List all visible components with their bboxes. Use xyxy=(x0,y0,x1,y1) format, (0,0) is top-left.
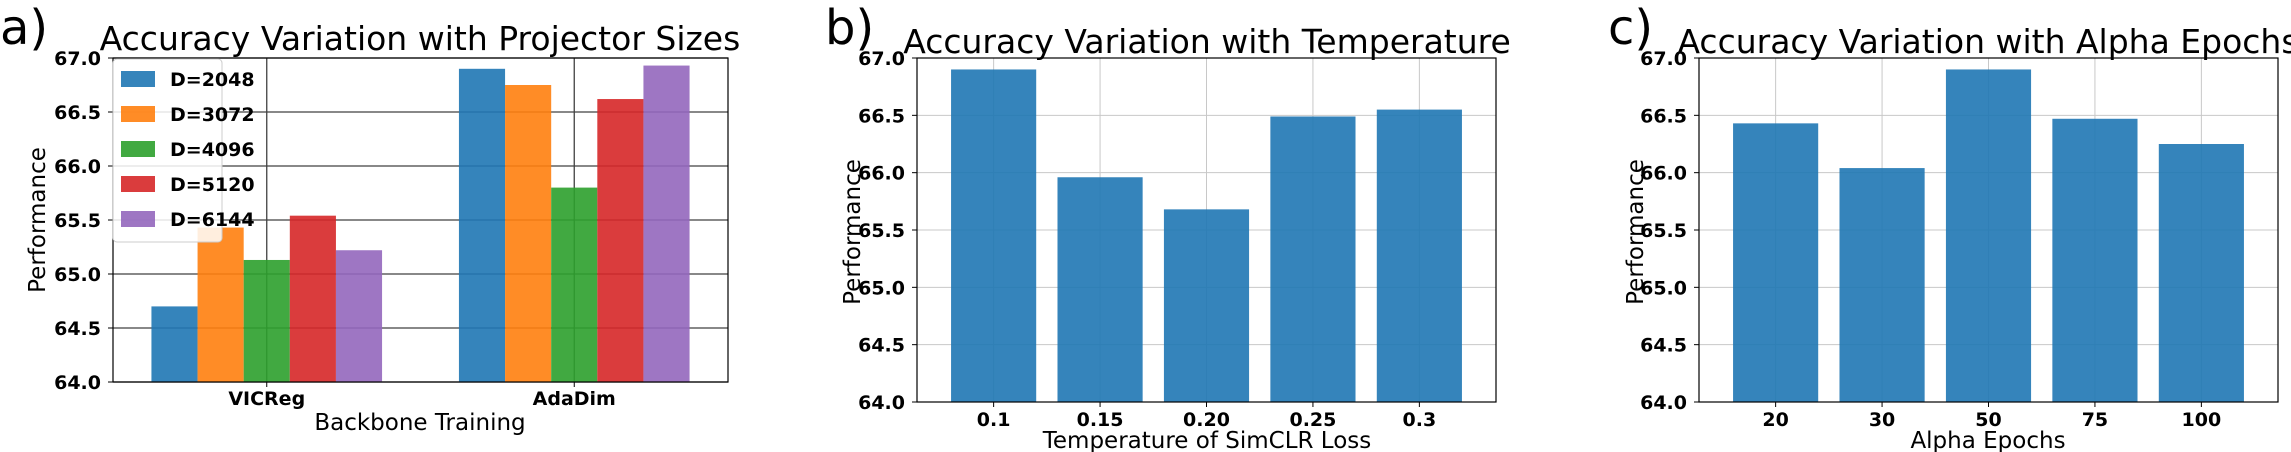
x-axis-label: Alpha Epochs xyxy=(1910,428,2065,452)
legend-label: D=6144 xyxy=(170,209,255,231)
bar xyxy=(151,306,198,382)
xtick-label: 20 xyxy=(1762,409,1788,431)
xtick-label: 0.1 xyxy=(977,409,1011,431)
legend-swatch xyxy=(121,106,155,122)
bar xyxy=(1270,116,1356,402)
axes-frame xyxy=(916,57,1497,403)
legend-swatch xyxy=(121,211,155,227)
ytick-label: 65.5 xyxy=(54,210,101,232)
legend-swatch xyxy=(121,176,155,192)
ytick-label: 64.0 xyxy=(1640,392,1687,414)
ytick-label: 64.0 xyxy=(54,372,101,394)
ytick-label: 65.0 xyxy=(858,277,905,299)
legend-swatch xyxy=(121,71,155,87)
ytick-label: 64.0 xyxy=(858,392,905,414)
axes-frame xyxy=(1698,57,2279,403)
chart-panel-2: 64.0 64.5 65.0 65.5 66.0 66.5 67.0 0.1 0.15 0.20 0… xyxy=(825,0,1511,452)
ytick-label: 66.5 xyxy=(858,105,905,127)
ytick-label: 66.5 xyxy=(54,102,101,124)
ytick-label: 65.5 xyxy=(1640,220,1687,242)
legend-label: D=3072 xyxy=(170,104,255,126)
xtick-label: 75 xyxy=(2082,409,2108,431)
bar xyxy=(951,69,1037,402)
bar xyxy=(597,99,644,382)
chart-panel-1: 64.0 64.5 65.0 65.5 66.0 66.5 67.0 VICReg AdaDim… xyxy=(0,0,740,436)
ytick-label: 65.0 xyxy=(54,264,101,286)
legend-swatch xyxy=(121,141,155,157)
bar xyxy=(2158,144,2244,402)
chart-title: Accuracy Variation with Projector Sizes xyxy=(100,19,741,58)
xtick-label: 0.25 xyxy=(1289,409,1336,431)
xtick-label: 0.15 xyxy=(1077,409,1124,431)
panel-label: b) xyxy=(825,0,874,56)
bar xyxy=(243,259,290,382)
bar xyxy=(2052,118,2138,403)
panel-label: c) xyxy=(1608,0,1653,56)
bar xyxy=(458,68,506,383)
xtick-label: VICReg xyxy=(228,388,305,410)
ytick-label: 64.5 xyxy=(54,318,101,340)
bar xyxy=(1945,69,2032,402)
chart-panel-3: 64.0 64.5 65.0 65.5 66.0 66.5 67.0 20 30 50 75 100 c… xyxy=(1608,0,2291,452)
xtick-label: 100 xyxy=(2182,409,2222,431)
xtick-label: 0.3 xyxy=(1403,409,1437,431)
bar xyxy=(643,65,690,382)
legend-box xyxy=(112,58,223,243)
y-axis-label: Performance xyxy=(25,147,51,293)
chart-title: Accuracy Variation with Temperature xyxy=(903,22,1511,61)
legend-label: D=5120 xyxy=(170,174,255,196)
ytick-label: 65.0 xyxy=(1640,277,1687,299)
ytick-label: 66.0 xyxy=(858,163,905,185)
legend: D=2048 D=3072 D=4096 D=5120 D=6144 xyxy=(112,58,255,243)
bar xyxy=(335,250,383,382)
bar xyxy=(1376,109,1462,402)
legend-label: D=4096 xyxy=(170,139,255,161)
y-axis-label: Performance xyxy=(1623,159,1649,305)
bar xyxy=(1839,168,1925,402)
x-axis-label: Temperature of SimCLR Loss xyxy=(1042,428,1372,452)
xtick-label: AdaDim xyxy=(533,388,616,410)
xtick-label: 30 xyxy=(1869,409,1895,431)
bar xyxy=(289,215,336,382)
panel-label: a) xyxy=(0,0,48,56)
bar xyxy=(1733,123,1819,403)
xtick-label: 0.20 xyxy=(1183,409,1230,431)
chart-title: Accuracy Variation with Alpha Epochs xyxy=(1677,22,2291,61)
xtick-label: 50 xyxy=(1975,409,2001,431)
ytick-label: 64.5 xyxy=(858,335,905,357)
ytick-label: 64.5 xyxy=(1640,335,1687,357)
y-axis-label: Performance xyxy=(840,159,866,305)
ytick-label: 66.0 xyxy=(54,156,101,178)
ytick-label: 67.0 xyxy=(858,48,905,70)
ytick-label: 67.0 xyxy=(54,48,101,70)
x-axis-label: Backbone Training xyxy=(314,410,525,436)
legend-label: D=2048 xyxy=(170,69,255,91)
bar xyxy=(1163,209,1250,402)
ytick-label: 66.0 xyxy=(1640,163,1687,185)
bar xyxy=(505,85,552,382)
bar xyxy=(1057,177,1143,402)
bar xyxy=(551,187,598,382)
bar xyxy=(197,227,244,382)
ytick-label: 65.5 xyxy=(858,220,905,242)
ytick-label: 67.0 xyxy=(1640,48,1687,70)
ytick-label: 66.5 xyxy=(1640,105,1687,127)
